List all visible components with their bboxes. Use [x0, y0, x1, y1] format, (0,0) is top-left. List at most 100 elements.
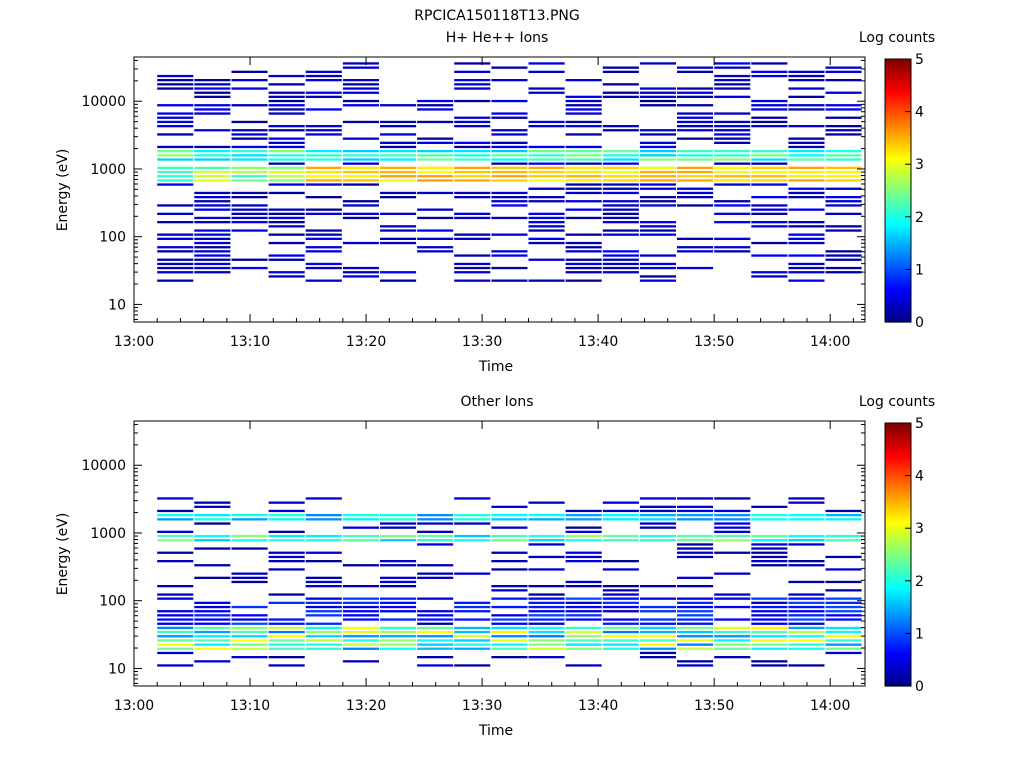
heatmap-cell: [565, 183, 602, 186]
heatmap-cell: [491, 158, 528, 161]
heatmap-cell: [639, 643, 676, 646]
heatmap-cell: [565, 614, 602, 617]
heatmap-cell: [194, 522, 231, 525]
heatmap-cell: [491, 179, 528, 182]
heatmap-cell: [380, 518, 417, 521]
heatmap-cell: [714, 125, 751, 128]
heatmap-cell: [825, 258, 862, 261]
heatmap-cell: [751, 630, 788, 634]
heatmap-cell: [454, 145, 491, 149]
heatmap-cell: [788, 639, 825, 642]
heatmap-cell: [157, 170, 194, 174]
heatmap-cell: [342, 91, 379, 94]
heatmap-cell: [342, 204, 379, 207]
heatmap-cell: [639, 99, 676, 103]
heatmap-cell: [380, 601, 417, 604]
heatmap-cell: [194, 191, 231, 195]
heatmap-cell: [565, 610, 602, 613]
colorbar-segment: [885, 538, 911, 542]
heatmap-cell: [268, 83, 305, 86]
heatmap-cell: [194, 208, 231, 211]
heatmap-cell: [417, 154, 454, 157]
colorbar-segment: [885, 201, 911, 205]
heatmap-cell: [677, 87, 714, 90]
heatmap-cell: [825, 91, 862, 94]
heatmap-cell: [528, 258, 565, 261]
heatmap-cell: [305, 246, 342, 249]
colorbar-tick-label: 3: [915, 521, 924, 537]
heatmap-cell: [602, 647, 639, 650]
heatmap-cell: [417, 664, 454, 667]
colorbar-segment: [885, 177, 911, 181]
heatmap-cell: [825, 70, 862, 73]
heatmap-cell: [231, 70, 268, 73]
colorbar-segment: [885, 501, 911, 506]
heatmap-cell: [677, 647, 714, 650]
heatmap-cell: [639, 497, 676, 500]
colorbar-segment: [885, 683, 911, 687]
colorbar-segment: [885, 609, 911, 613]
heatmap-cell: [528, 241, 565, 245]
heatmap-cell: [268, 514, 305, 517]
heatmap-cell: [788, 196, 825, 199]
heatmap-cell: [714, 87, 751, 90]
heatmap-cell: [194, 647, 231, 650]
colorbar-segment: [885, 641, 911, 645]
heatmap-cell: [714, 639, 751, 642]
heatmap-cell: [751, 597, 788, 600]
colorbar: 0 1 2 3 4 5: [884, 416, 924, 695]
x-tick-label: 13:00: [114, 698, 154, 714]
heatmap-cell: [528, 120, 565, 124]
colorbar-segment: [885, 438, 911, 443]
heatmap-cell: [677, 534, 714, 538]
colorbar-segment: [885, 512, 911, 516]
heatmap-cell: [417, 614, 454, 617]
heatmap-cell: [342, 66, 379, 69]
colorbar-segment: [885, 172, 911, 176]
heatmap-cell: [602, 183, 639, 186]
heatmap-cell: [454, 618, 491, 621]
heatmap-cell: [305, 175, 342, 178]
heatmap-cell: [528, 162, 565, 165]
heatmap-cell: [528, 125, 565, 128]
heatmap-cell: [714, 221, 751, 224]
colorbar-segment: [885, 216, 911, 221]
heatmap-cell: [677, 614, 714, 617]
colorbar-segment: [885, 206, 911, 210]
colorbar-segment: [885, 145, 911, 150]
heatmap-cell: [268, 175, 305, 178]
heatmap-cell: [677, 635, 714, 638]
heatmap-cell: [677, 509, 714, 513]
heatmap-cell: [565, 279, 602, 282]
heatmap-cell: [454, 522, 491, 525]
heatmap-cell: [677, 605, 714, 609]
heatmap-cell: [417, 175, 454, 178]
heatmap-cell: [602, 518, 639, 521]
heatmap-cell: [380, 154, 417, 157]
heatmap-cell: [342, 534, 379, 538]
heatmap-cell: [157, 116, 194, 119]
heatmap-cell: [342, 179, 379, 182]
heatmap-cell: [231, 158, 268, 161]
heatmap-cell: [305, 643, 342, 646]
colorbar-segment: [885, 287, 911, 292]
heatmap-cell: [639, 104, 676, 107]
heatmap-cell: [380, 647, 417, 650]
heatmap-cell: [751, 158, 788, 161]
heatmap-cell: [825, 271, 862, 274]
heatmap-cell: [417, 643, 454, 646]
heatmap-cell: [342, 605, 379, 609]
heatmap-cell: [342, 158, 379, 161]
colorbar-segment: [885, 298, 911, 302]
heatmap-cell: [231, 229, 268, 232]
heatmap-cell: [565, 104, 602, 107]
colorbar-segment: [885, 119, 911, 123]
colorbar-segment: [885, 306, 911, 310]
heatmap-cell: [825, 601, 862, 604]
heatmap-cell: [342, 266, 379, 270]
heatmap-cell: [677, 551, 714, 554]
heatmap-cell: [825, 647, 862, 650]
heatmap-cell: [417, 543, 454, 546]
colorbar-segment: [885, 116, 911, 121]
heatmap-cell: [380, 585, 417, 588]
